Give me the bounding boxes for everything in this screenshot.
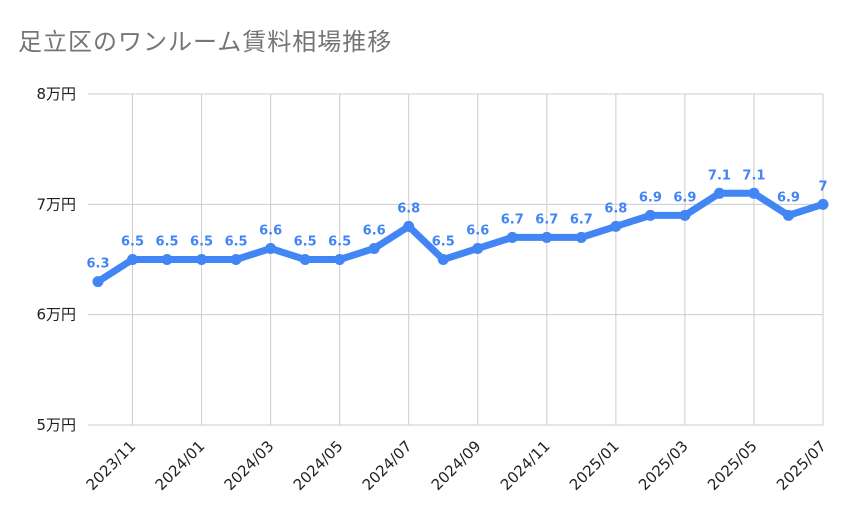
x-tick-label: 2025/05	[704, 437, 761, 494]
data-point	[437, 254, 449, 265]
data-point	[161, 254, 173, 265]
data-label: 6.5	[225, 235, 248, 250]
data-label: 7	[818, 179, 827, 194]
data-point	[506, 231, 518, 243]
data-point	[575, 231, 587, 243]
x-tick-label: 2024/07	[359, 437, 416, 494]
y-tick-label: 8万円	[36, 85, 76, 103]
data-point	[713, 187, 725, 199]
data-point	[230, 254, 242, 265]
data-point	[265, 242, 277, 254]
x-tick-label: 2025/07	[773, 437, 830, 494]
y-tick-label: 5万円	[36, 416, 76, 434]
data-label: 6.6	[259, 223, 282, 238]
data-label: 6.9	[673, 190, 696, 205]
data-label: 7.1	[742, 168, 765, 183]
data-label: 6.7	[570, 212, 593, 227]
data-point	[334, 254, 346, 265]
data-label: 6.7	[501, 212, 524, 227]
y-tick-label: 6万円	[36, 306, 76, 324]
data-point	[196, 254, 208, 265]
data-point	[472, 242, 484, 254]
data-label: 6.9	[777, 190, 800, 205]
x-tick-label: 2024/11	[497, 437, 554, 494]
data-label: 6.5	[328, 235, 351, 250]
data-label: 6.5	[121, 235, 144, 250]
data-point	[403, 220, 415, 232]
data-point	[127, 254, 139, 265]
data-point	[368, 242, 380, 254]
data-point	[679, 209, 691, 221]
data-label: 6.8	[604, 201, 627, 216]
y-axis-ticks: 5万円 6万円 7万円 8万円	[36, 85, 76, 434]
series-line-path	[94, 189, 827, 286]
data-label: 7.1	[708, 168, 731, 183]
grid-lines	[88, 93, 824, 426]
data-label: 6.7	[535, 212, 558, 227]
x-tick-label: 2025/01	[566, 437, 623, 494]
data-point	[299, 254, 311, 265]
data-point	[92, 276, 104, 288]
x-tick-label: 2025/03	[635, 437, 692, 494]
data-label: 6.8	[397, 201, 420, 216]
x-tick-label: 2023/11	[83, 437, 140, 494]
series-line	[94, 189, 827, 286]
data-labels: 6.3 6.5 6.5 6.5 6.5 6.6 6.5 6.5 6.6 6.8 6.5 6.6 6.7 6…	[86, 168, 827, 271]
data-point	[644, 209, 656, 221]
x-axis-ticks: 2023/11 2024/01 2024/03 2024/05 2024/07 2024/…	[83, 437, 830, 494]
series-points	[92, 187, 829, 288]
chart-title: 足立区のワンルーム賃料相場推移	[18, 28, 393, 56]
x-tick-label: 2024/05	[290, 437, 347, 494]
data-point	[817, 198, 829, 210]
data-label: 6.3	[86, 257, 109, 272]
x-tick-label: 2024/01	[152, 437, 209, 494]
data-label: 6.9	[639, 190, 662, 205]
data-label: 6.6	[466, 223, 489, 238]
data-point	[541, 231, 553, 243]
data-label: 6.5	[294, 235, 317, 250]
data-label: 6.5	[156, 235, 179, 250]
data-point	[748, 187, 760, 199]
x-tick-label: 2024/09	[428, 437, 485, 494]
data-point	[610, 220, 622, 232]
data-point	[782, 209, 794, 221]
y-tick-label: 7万円	[36, 195, 76, 213]
data-label: 6.5	[432, 235, 455, 250]
x-tick-label: 2024/03	[221, 437, 278, 494]
data-label: 6.6	[363, 223, 386, 238]
data-label: 6.5	[190, 235, 213, 250]
